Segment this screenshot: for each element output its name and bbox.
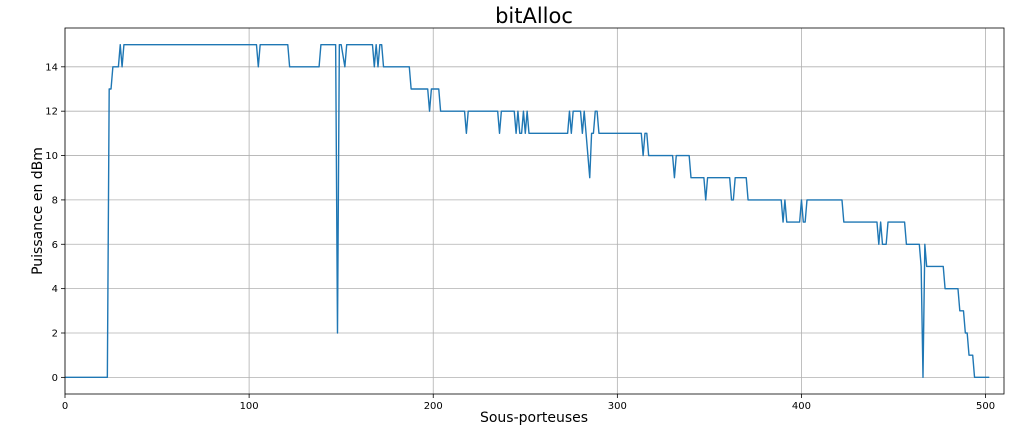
series-line [65,43,990,379]
axis-ticks: 0 100 200 300 400 500 0 2 4 6 8 10 12 14 [45,62,995,412]
y-tick-label: 2 [52,329,58,340]
y-tick-label: 12 [45,107,58,118]
x-tick-label: 200 [424,401,443,412]
y-tick-label: 0 [52,373,58,384]
y-tick-label: 14 [45,62,58,73]
series-layer [65,43,990,379]
plot-frame [64,27,1005,395]
x-tick-label: 0 [62,401,68,412]
y-axis-label: Puissance en dBm [30,147,46,275]
x-tick-label: 300 [608,401,627,412]
x-axis-label: Sous-porteuses [480,410,588,426]
x-tick-label: 500 [976,401,995,412]
x-tick-label: 100 [240,401,259,412]
chart-title: bitAlloc [495,4,573,28]
x-tick-label: 400 [792,401,811,412]
grid [64,28,1004,394]
y-tick-label: 8 [52,195,58,206]
y-tick-label: 6 [52,240,58,251]
y-tick-label: 10 [45,151,58,162]
y-tick-label: 4 [52,284,58,295]
